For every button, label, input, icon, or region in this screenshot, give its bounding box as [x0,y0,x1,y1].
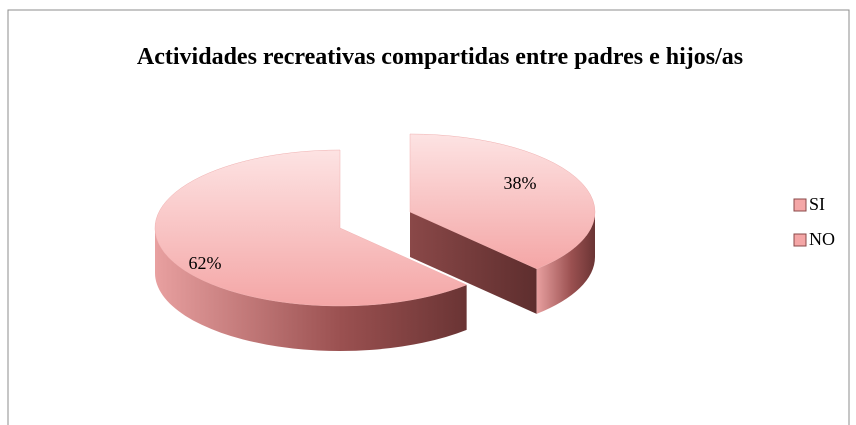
legend-swatch [793,233,807,247]
chart-border [7,9,850,425]
legend-label: NO [809,229,835,249]
legend-swatch [793,198,807,212]
slice-wall [410,212,537,314]
slice-side [536,212,595,314]
data-label: 62% [189,253,222,273]
legend-label: SI [809,194,825,214]
slice [154,149,468,307]
chart-title: Actividades recreativas compartidas entr… [136,44,744,70]
slice-side [155,228,467,351]
data-label: 38% [504,173,537,193]
slice [409,133,596,270]
